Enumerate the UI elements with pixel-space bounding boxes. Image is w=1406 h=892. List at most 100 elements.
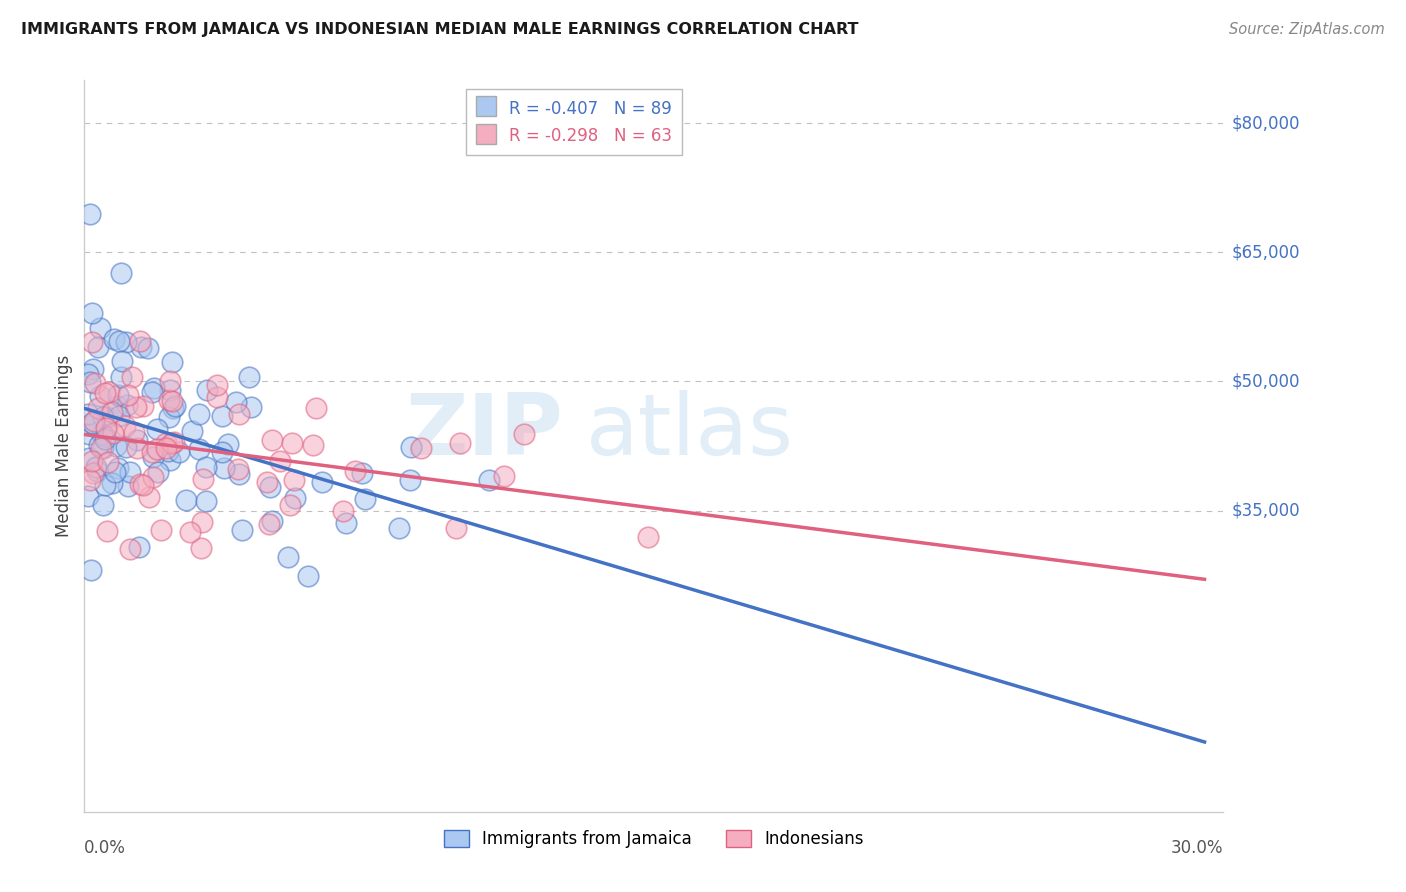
Point [94, 385, 117, 400]
Point [257, 516, 280, 531]
Point [228, 407, 250, 421]
Point [122, 425, 145, 440]
Point [226, 462, 249, 476]
Point [142, 450, 165, 465]
Point [114, 419, 136, 434]
Point [301, 438, 323, 452]
Point [284, 491, 307, 506]
Point [90, 426, 112, 441]
Point [91, 442, 114, 456]
Point [256, 475, 278, 489]
Point [121, 370, 143, 384]
Point [141, 384, 163, 399]
Point [125, 442, 148, 456]
Point [87, 401, 110, 416]
Point [108, 334, 131, 349]
Text: 30.0%: 30.0% [1171, 839, 1223, 857]
Point [260, 433, 283, 447]
Point [77, 407, 100, 421]
Point [149, 524, 172, 538]
Point [259, 480, 281, 494]
Point [110, 369, 132, 384]
Text: atlas: atlas [585, 390, 793, 473]
Point [87, 438, 110, 452]
Point [80, 306, 103, 320]
Point [93, 478, 115, 492]
Point [159, 383, 181, 397]
Point [181, 424, 204, 438]
Point [91, 498, 114, 512]
Text: Source: ZipAtlas.com: Source: ZipAtlas.com [1229, 22, 1385, 37]
Point [82, 467, 104, 481]
Point [492, 469, 515, 483]
Text: $65,000: $65,000 [1232, 244, 1301, 261]
Point [195, 384, 218, 398]
Point [111, 354, 134, 368]
Point [117, 388, 139, 402]
Point [269, 454, 291, 468]
Point [388, 521, 411, 535]
Point [127, 433, 149, 447]
Point [83, 376, 105, 391]
Point [110, 266, 132, 280]
Point [157, 409, 180, 424]
Point [513, 427, 536, 442]
Point [107, 388, 129, 402]
Point [157, 444, 180, 458]
Point [231, 523, 253, 537]
Point [146, 442, 169, 456]
Point [96, 409, 118, 424]
Point [97, 455, 120, 469]
Point [163, 435, 186, 450]
Point [108, 409, 131, 423]
Point [96, 524, 118, 538]
Point [478, 473, 501, 487]
Point [129, 334, 152, 348]
Point [187, 407, 209, 421]
Point [343, 465, 366, 479]
Point [118, 541, 141, 556]
Text: $80,000: $80,000 [1232, 114, 1301, 132]
Point [77, 368, 100, 382]
Point [129, 340, 152, 354]
Point [335, 516, 357, 530]
Point [401, 440, 423, 454]
Point [637, 530, 659, 544]
Point [101, 405, 124, 419]
Point [80, 454, 103, 468]
Point [162, 436, 184, 450]
Point [228, 467, 250, 482]
Point [103, 425, 125, 440]
Point [281, 436, 304, 450]
Point [191, 516, 214, 530]
Text: $50,000: $50,000 [1232, 373, 1301, 391]
Point [332, 504, 354, 518]
Point [205, 378, 228, 392]
Legend: Immigrants from Jamaica, Indonesians: Immigrants from Jamaica, Indonesians [437, 823, 870, 855]
Point [141, 444, 163, 458]
Point [157, 392, 180, 407]
Point [159, 453, 181, 467]
Point [191, 472, 214, 486]
Point [162, 401, 184, 415]
Point [148, 465, 170, 479]
Point [77, 427, 100, 442]
Point [136, 341, 159, 355]
Point [195, 459, 218, 474]
Point [132, 400, 155, 414]
Point [128, 540, 150, 554]
Point [205, 390, 228, 404]
Point [80, 416, 103, 430]
Point [104, 466, 127, 480]
Point [160, 355, 183, 369]
Point [115, 399, 138, 413]
Point [82, 361, 104, 376]
Point [80, 335, 103, 350]
Point [77, 489, 100, 503]
Point [87, 340, 110, 354]
Point [399, 473, 422, 487]
Point [167, 444, 190, 458]
Point [83, 417, 105, 431]
Point [77, 451, 100, 466]
Point [101, 475, 124, 490]
